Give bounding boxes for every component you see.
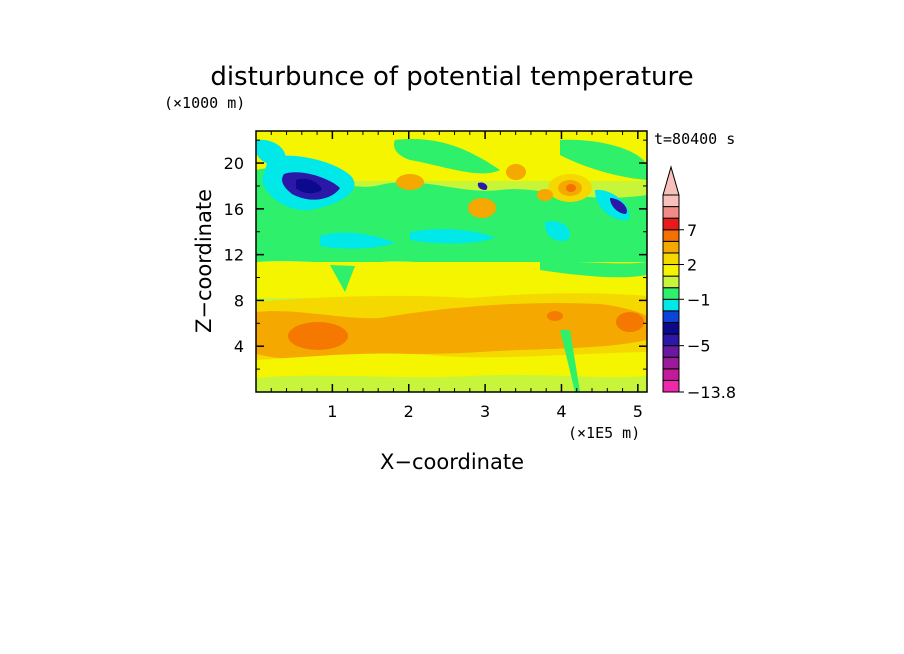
colorbar-label: −13.8 (687, 383, 736, 402)
green-streak (560, 139, 647, 180)
warm-anomaly (396, 174, 424, 190)
x-ticks: 1 2 3 4 5 (270, 131, 643, 421)
x-tick-label: 4 (556, 402, 566, 421)
y-axis-label: Z−coordinate (192, 189, 216, 333)
y-tick-label: 8 (234, 291, 244, 310)
colorbar-swatch (662, 379, 680, 393)
x-tick-label: 3 (480, 402, 490, 421)
y-tick-label: 4 (234, 337, 244, 356)
cyan-patch (544, 221, 570, 242)
colorbar-swatch (662, 217, 680, 231)
colorbar-swatch (662, 240, 680, 254)
colorbar-label: −5 (687, 337, 711, 356)
colorbar-swatch (662, 298, 680, 312)
colorbar-swatch (662, 206, 680, 219)
cold-anomaly (610, 198, 627, 214)
x-unit: (×1E5 m) (568, 424, 640, 442)
warm-anomaly (288, 322, 348, 350)
colorbar-swatch (662, 345, 680, 358)
plot-frame (255, 130, 648, 393)
colorbar-extend-arrow (662, 165, 680, 196)
heatmap-field (256, 131, 647, 392)
colorbar-swatch (662, 229, 680, 242)
colorbar-swatch (662, 264, 680, 277)
y-unit: (×1000 m) (164, 94, 245, 112)
y-tick-label: 16 (224, 200, 244, 219)
colorbar-label: 2 (687, 256, 697, 275)
colorbar-label: 7 (687, 221, 697, 240)
x-tick-label: 5 (633, 402, 643, 421)
warm-anomaly (616, 312, 644, 332)
colorbar-swatch (662, 310, 680, 323)
x-tick-label: 2 (404, 402, 414, 421)
green-streak (560, 330, 580, 392)
colorbar-swatch (662, 275, 680, 289)
warm-anomaly (506, 164, 526, 180)
green-streak (540, 261, 647, 278)
colorbar-label: −1 (687, 290, 711, 309)
x-axis-label: X−coordinate (380, 450, 524, 474)
cyan-patch (256, 139, 286, 166)
cold-anomaly-core (296, 178, 322, 194)
cyan-patch (320, 232, 395, 249)
colorbar: 7 2 −1 −5 −13.8 (662, 165, 736, 402)
colorbar-swatch (662, 321, 680, 335)
warm-anomaly (547, 311, 563, 321)
y-tick-label: 20 (224, 154, 244, 173)
warm-anomaly-core (566, 184, 576, 192)
colorbar-swatch (662, 333, 680, 347)
colorbar-swatch (662, 194, 680, 208)
time-label: t=80400 s (654, 130, 735, 148)
green-streak (330, 265, 355, 292)
warm-anomaly (537, 189, 553, 201)
colorbar-swatch (662, 252, 680, 266)
colorbar-swatch (662, 368, 680, 381)
colorbar-swatch (662, 287, 680, 300)
y-tick-label: 12 (224, 246, 244, 265)
x-tick-label: 1 (327, 402, 337, 421)
cyan-patch (410, 229, 495, 244)
cold-anomaly (477, 182, 488, 190)
colorbar-swatch (662, 356, 680, 370)
chart-title: disturbunce of potential temperature (210, 62, 693, 92)
warm-anomaly (468, 198, 496, 218)
green-streak (393, 139, 500, 174)
y-ticks: 4 8 12 16 20 (224, 139, 647, 370)
band-surface-green (256, 374, 647, 392)
